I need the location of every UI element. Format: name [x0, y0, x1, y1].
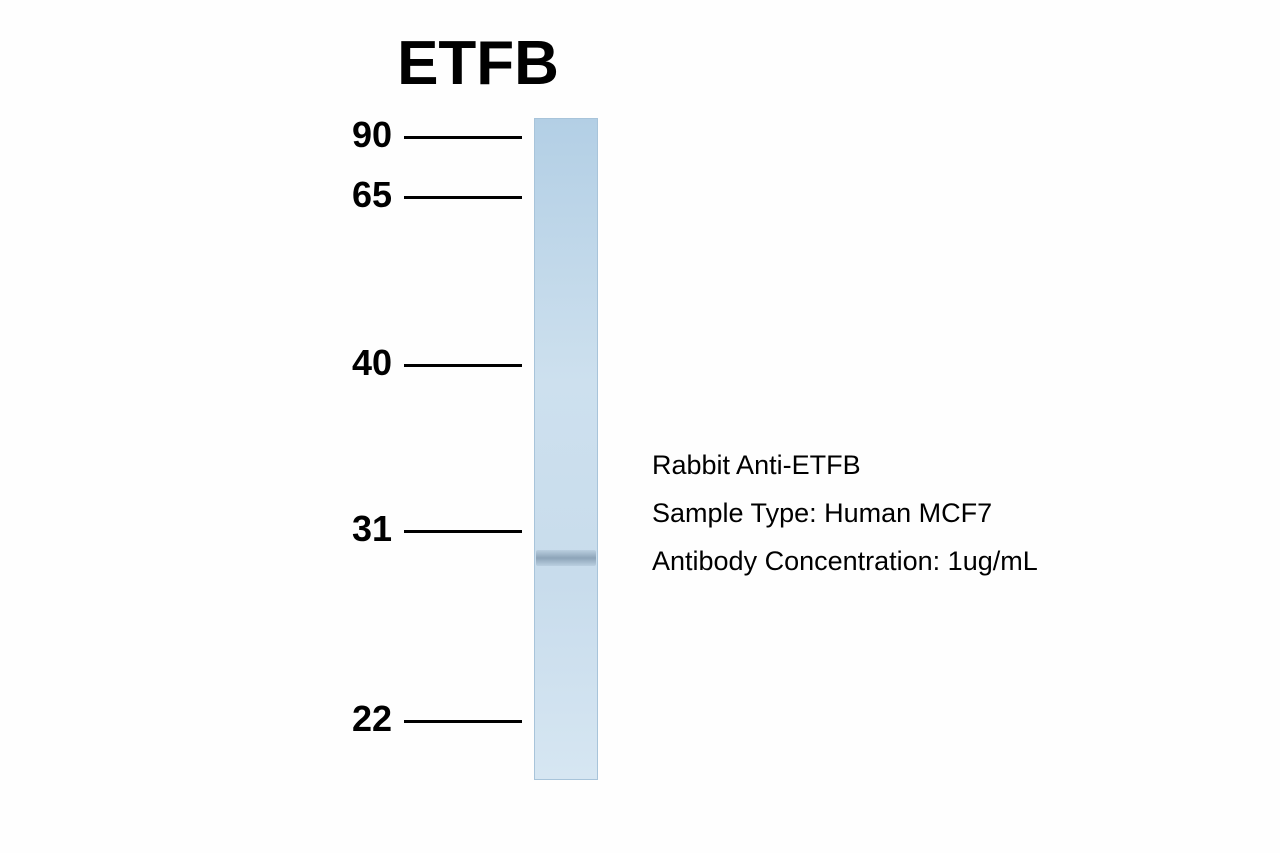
gel-lane — [534, 118, 598, 780]
gel-title: ETFB — [318, 28, 638, 99]
info-line: Antibody Concentration: 1ug/mL — [652, 546, 1038, 577]
mw-tick — [404, 196, 522, 199]
mw-label: 65 — [342, 174, 392, 216]
mw-label: 40 — [342, 342, 392, 384]
mw-tick — [404, 364, 522, 367]
info-line: Sample Type: Human MCF7 — [652, 498, 992, 529]
mw-label: 22 — [342, 698, 392, 740]
gel-band — [536, 550, 596, 566]
mw-tick — [404, 530, 522, 533]
mw-label: 31 — [342, 508, 392, 550]
mw-tick — [404, 136, 522, 139]
mw-tick — [404, 720, 522, 723]
info-line: Rabbit Anti-ETFB — [652, 450, 861, 481]
mw-label: 90 — [342, 114, 392, 156]
